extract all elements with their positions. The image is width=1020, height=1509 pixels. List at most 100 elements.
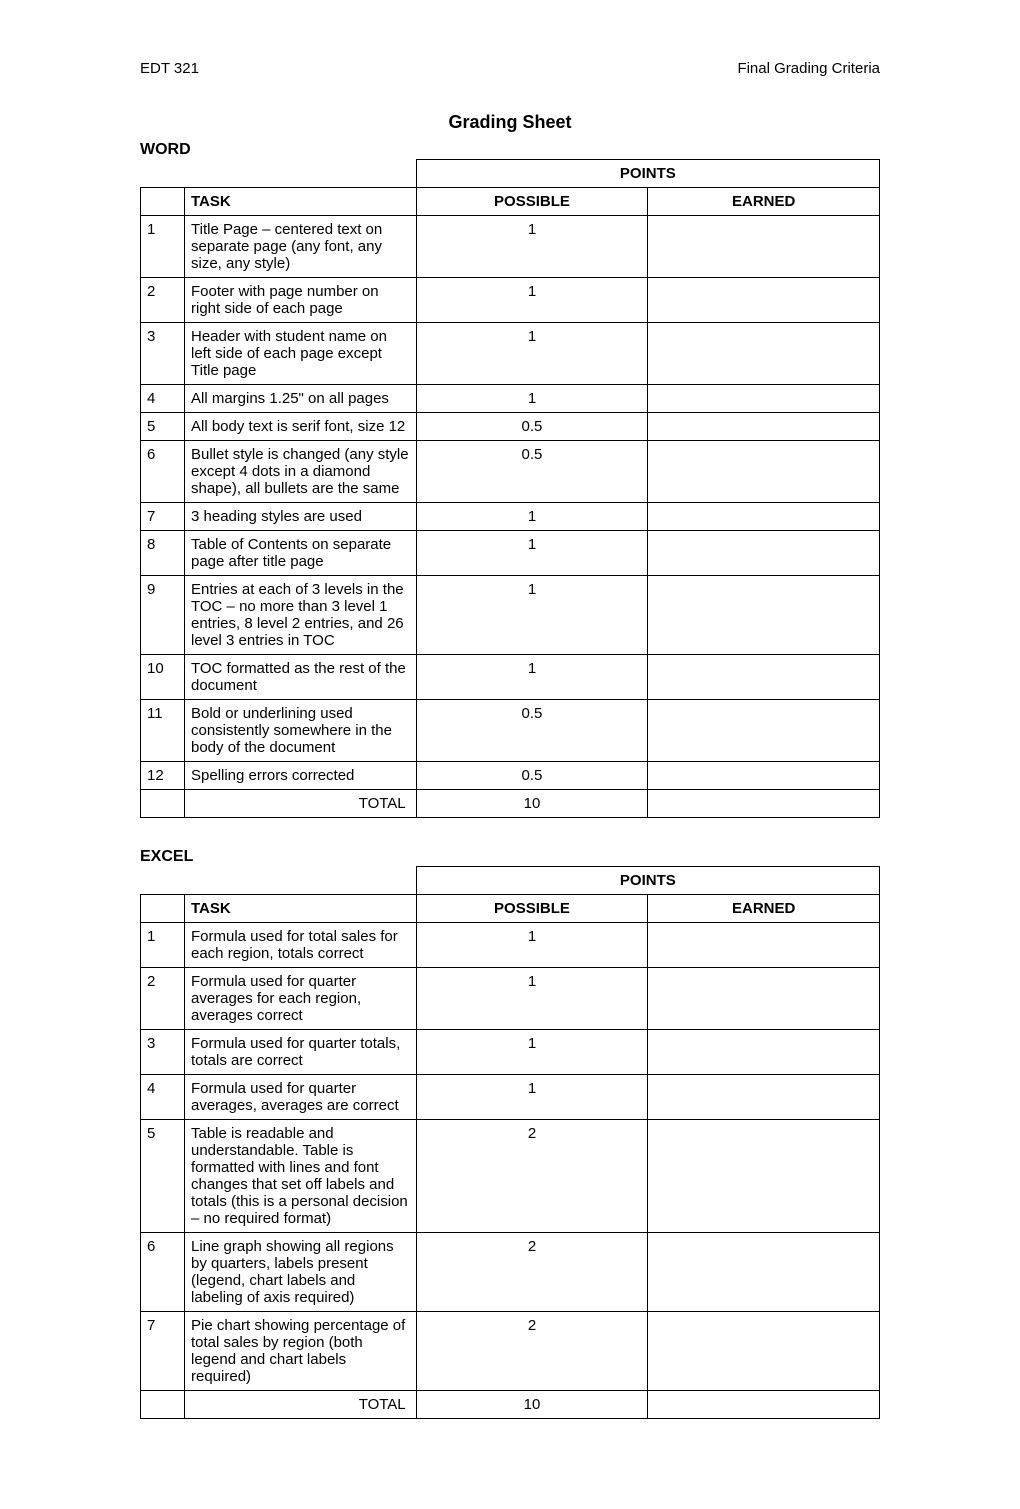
row-possible: 1 [416, 531, 648, 576]
row-number: 6 [141, 1233, 185, 1312]
table-row: 11Bold or underlining used consistently … [141, 700, 880, 762]
task-header: TASK [185, 895, 417, 923]
earned-header: EARNED [648, 188, 880, 216]
row-task: Formula used for quarter averages for ea… [185, 968, 417, 1030]
row-possible: 0.5 [416, 413, 648, 441]
row-earned [648, 1030, 880, 1075]
row-number: 4 [141, 385, 185, 413]
row-task: Entries at each of 3 levels in the TOC –… [185, 576, 417, 655]
total-possible: 10 [416, 1391, 648, 1419]
table-row: 3Formula used for quarter totals, totals… [141, 1030, 880, 1075]
table-row: 73 heading styles are used1 [141, 503, 880, 531]
row-earned [648, 700, 880, 762]
row-task: Title Page – centered text on separate p… [185, 216, 417, 278]
table-row: 5All body text is serif font, size 120.5 [141, 413, 880, 441]
row-task: TOC formatted as the rest of the documen… [185, 655, 417, 700]
row-possible: 1 [416, 968, 648, 1030]
table-row: 3Header with student name on left side o… [141, 323, 880, 385]
row-possible: 0.5 [416, 700, 648, 762]
row-task: All margins 1.25" on all pages [185, 385, 417, 413]
row-number: 6 [141, 441, 185, 503]
row-number: 2 [141, 968, 185, 1030]
table-row: 5Table is readable and understandable. T… [141, 1120, 880, 1233]
row-earned [648, 531, 880, 576]
row-earned [648, 413, 880, 441]
row-possible: 1 [416, 1075, 648, 1120]
row-possible: 1 [416, 923, 648, 968]
row-task: 3 heading styles are used [185, 503, 417, 531]
total-row: TOTAL10 [141, 1391, 880, 1419]
row-possible: 1 [416, 385, 648, 413]
row-number: 7 [141, 503, 185, 531]
table-row: 1Title Page – centered text on separate … [141, 216, 880, 278]
section-title: WORD [140, 141, 880, 159]
row-earned [648, 216, 880, 278]
row-possible: 1 [416, 1030, 648, 1075]
section-title: EXCEL [140, 848, 880, 866]
row-earned [648, 1233, 880, 1312]
row-possible: 1 [416, 655, 648, 700]
page-header: EDT 321 Final Grading Criteria [140, 60, 880, 77]
row-earned [648, 576, 880, 655]
row-earned [648, 1312, 880, 1391]
row-earned [648, 278, 880, 323]
task-header: TASK [185, 188, 417, 216]
row-task: Table of Contents on separate page after… [185, 531, 417, 576]
row-task: Table is readable and understandable. Ta… [185, 1120, 417, 1233]
row-earned [648, 968, 880, 1030]
row-task: Header with student name on left side of… [185, 323, 417, 385]
table-row: 4All margins 1.25" on all pages1 [141, 385, 880, 413]
row-number: 8 [141, 531, 185, 576]
section-excel: EXCELPOINTSTASKPOSSIBLEEARNED1Formula us… [140, 848, 880, 1419]
row-earned [648, 1075, 880, 1120]
possible-header: POSSIBLE [416, 188, 648, 216]
row-possible: 1 [416, 503, 648, 531]
row-possible: 2 [416, 1312, 648, 1391]
row-earned [648, 1120, 880, 1233]
total-possible: 10 [416, 790, 648, 818]
row-task: Footer with page number on right side of… [185, 278, 417, 323]
total-label: TOTAL [185, 1391, 417, 1419]
row-number: 2 [141, 278, 185, 323]
row-possible: 1 [416, 278, 648, 323]
row-task: Formula used for quarter averages, avera… [185, 1075, 417, 1120]
total-earned [648, 790, 880, 818]
row-number: 1 [141, 216, 185, 278]
row-number: 11 [141, 700, 185, 762]
table-row: 2Footer with page number on right side o… [141, 278, 880, 323]
row-task: Pie chart showing percentage of total sa… [185, 1312, 417, 1391]
table-row: 12Spelling errors corrected0.5 [141, 762, 880, 790]
row-number: 1 [141, 923, 185, 968]
row-earned [648, 323, 880, 385]
row-earned [648, 655, 880, 700]
points-header: POINTS [416, 160, 879, 188]
row-possible: 1 [416, 216, 648, 278]
row-task: Formula used for quarter totals, totals … [185, 1030, 417, 1075]
grading-table: POINTSTASKPOSSIBLEEARNED1Title Page – ce… [140, 159, 880, 818]
table-row: 7Pie chart showing percentage of total s… [141, 1312, 880, 1391]
total-row: TOTAL10 [141, 790, 880, 818]
table-row: 10TOC formatted as the rest of the docum… [141, 655, 880, 700]
row-possible: 2 [416, 1120, 648, 1233]
table-row: 6Line graph showing all regions by quart… [141, 1233, 880, 1312]
row-task: Formula used for total sales for each re… [185, 923, 417, 968]
row-number: 10 [141, 655, 185, 700]
row-task: Line graph showing all regions by quarte… [185, 1233, 417, 1312]
row-number: 9 [141, 576, 185, 655]
row-number: 3 [141, 323, 185, 385]
table-row: 4Formula used for quarter averages, aver… [141, 1075, 880, 1120]
row-earned [648, 762, 880, 790]
row-number: 5 [141, 1120, 185, 1233]
row-task: All body text is serif font, size 12 [185, 413, 417, 441]
row-task: Bold or underlining used consistently so… [185, 700, 417, 762]
row-possible: 0.5 [416, 441, 648, 503]
table-row: 2Formula used for quarter averages for e… [141, 968, 880, 1030]
possible-header: POSSIBLE [416, 895, 648, 923]
row-possible: 1 [416, 576, 648, 655]
row-possible: 0.5 [416, 762, 648, 790]
header-left: EDT 321 [140, 60, 199, 77]
grading-table: POINTSTASKPOSSIBLEEARNED1Formula used fo… [140, 866, 880, 1419]
table-row: 6Bullet style is changed (any style exce… [141, 441, 880, 503]
total-label: TOTAL [185, 790, 417, 818]
row-number: 12 [141, 762, 185, 790]
